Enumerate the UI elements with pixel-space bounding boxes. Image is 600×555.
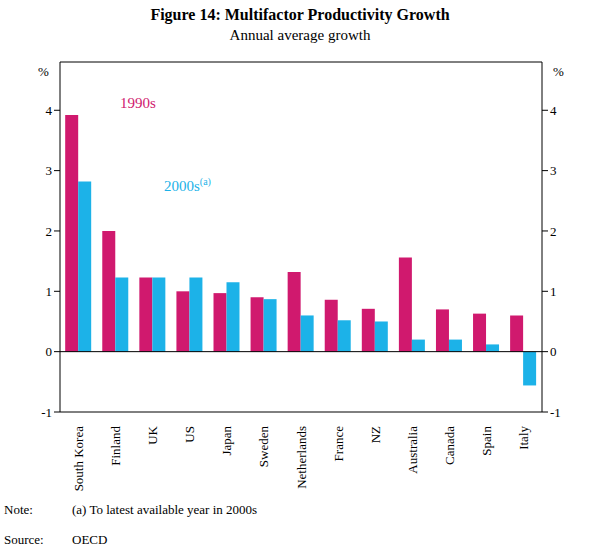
svg-text:-1: -1	[550, 405, 561, 420]
svg-text:Sweden: Sweden	[256, 426, 271, 468]
svg-text:2: 2	[46, 224, 53, 239]
svg-text:Finland: Finland	[108, 426, 123, 466]
svg-text:Spain: Spain	[479, 426, 494, 456]
html-text:OECD: OECD	[72, 532, 108, 547]
svg-text:4: 4	[46, 103, 53, 118]
svg-text:UK: UK	[145, 425, 160, 444]
html-text:Annual average growth: Annual average growth	[229, 27, 371, 43]
svg-text:0: 0	[550, 344, 557, 359]
svg-text:South Korea: South Korea	[71, 426, 86, 492]
html-text:1990s: 1990s	[120, 95, 156, 111]
svg-text:1: 1	[46, 284, 53, 299]
svg-text:Italy: Italy	[516, 426, 531, 450]
svg-text:Japan: Japan	[219, 426, 234, 456]
svg-text:Canada: Canada	[442, 426, 457, 465]
html-text:2000s(a): 2000s(a)	[164, 176, 211, 194]
svg-text:-1: -1	[41, 405, 52, 420]
svg-text:3: 3	[46, 163, 53, 178]
html-text:Note:: Note:	[4, 502, 33, 517]
svg-text:3: 3	[550, 163, 557, 178]
svg-text:Netherlands: Netherlands	[294, 426, 309, 489]
svg-text:France: France	[331, 426, 346, 462]
svg-text:4: 4	[550, 103, 557, 118]
html-text:(a) To latest available year i: (a) To latest available year in 2000s	[72, 502, 258, 517]
html-text:Source:: Source:	[4, 532, 44, 547]
html-text:Figure 14: Multifactor Product: Figure 14: Multifactor Productivity Grow…	[150, 6, 450, 23]
svg-text:2: 2	[550, 224, 557, 239]
svg-text:NZ: NZ	[368, 426, 383, 443]
svg-text:US: US	[182, 426, 197, 443]
svg-text:1: 1	[550, 284, 557, 299]
svg-text:Australia: Australia	[405, 426, 420, 474]
svg-text:0: 0	[46, 344, 53, 359]
